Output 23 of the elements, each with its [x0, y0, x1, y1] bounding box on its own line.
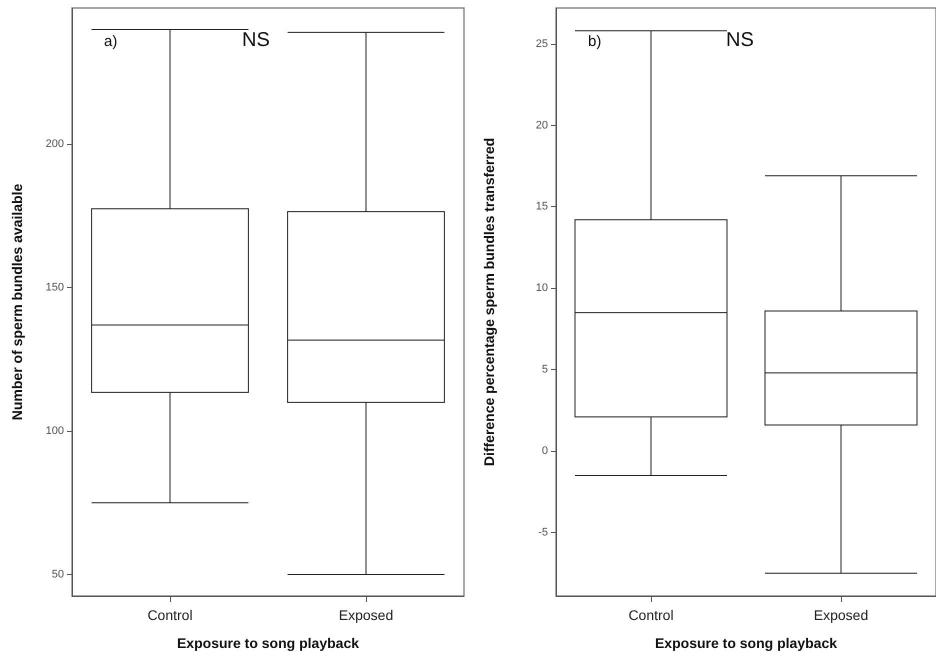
y-tick-label: 50 [52, 568, 64, 580]
x-axis-title: Exposure to song playback [176, 635, 360, 651]
y-tick-label: 0 [542, 445, 548, 458]
y-tick-label: 5 [542, 364, 548, 376]
annotation: a) [104, 33, 118, 50]
x-tick-label: Exposed [338, 607, 394, 623]
annotation: NS [726, 29, 754, 51]
x-tick-label: Control [628, 607, 674, 623]
y-tick-label: -5 [538, 526, 548, 538]
annotation: b) [588, 33, 602, 50]
y-tick-label: 100 [46, 425, 64, 438]
y-tick-label: 10 [536, 282, 548, 294]
y-tick-label: 200 [46, 138, 64, 150]
y-tick-label: 150 [46, 282, 64, 294]
x-axis-title: Exposure to song playback [654, 635, 838, 651]
y-axis-title: Difference percentage sperm bundles transferred [481, 138, 497, 466]
y-tick-label: 25 [536, 38, 548, 50]
x-tick-label: Exposed [814, 607, 868, 623]
y-tick-label: 15 [536, 200, 548, 213]
annotation: NS [242, 29, 270, 51]
y-tick-label: 20 [536, 119, 548, 132]
x-tick-label: Control [147, 607, 193, 623]
y-axis-title: Number of sperm bundles available [9, 184, 25, 420]
